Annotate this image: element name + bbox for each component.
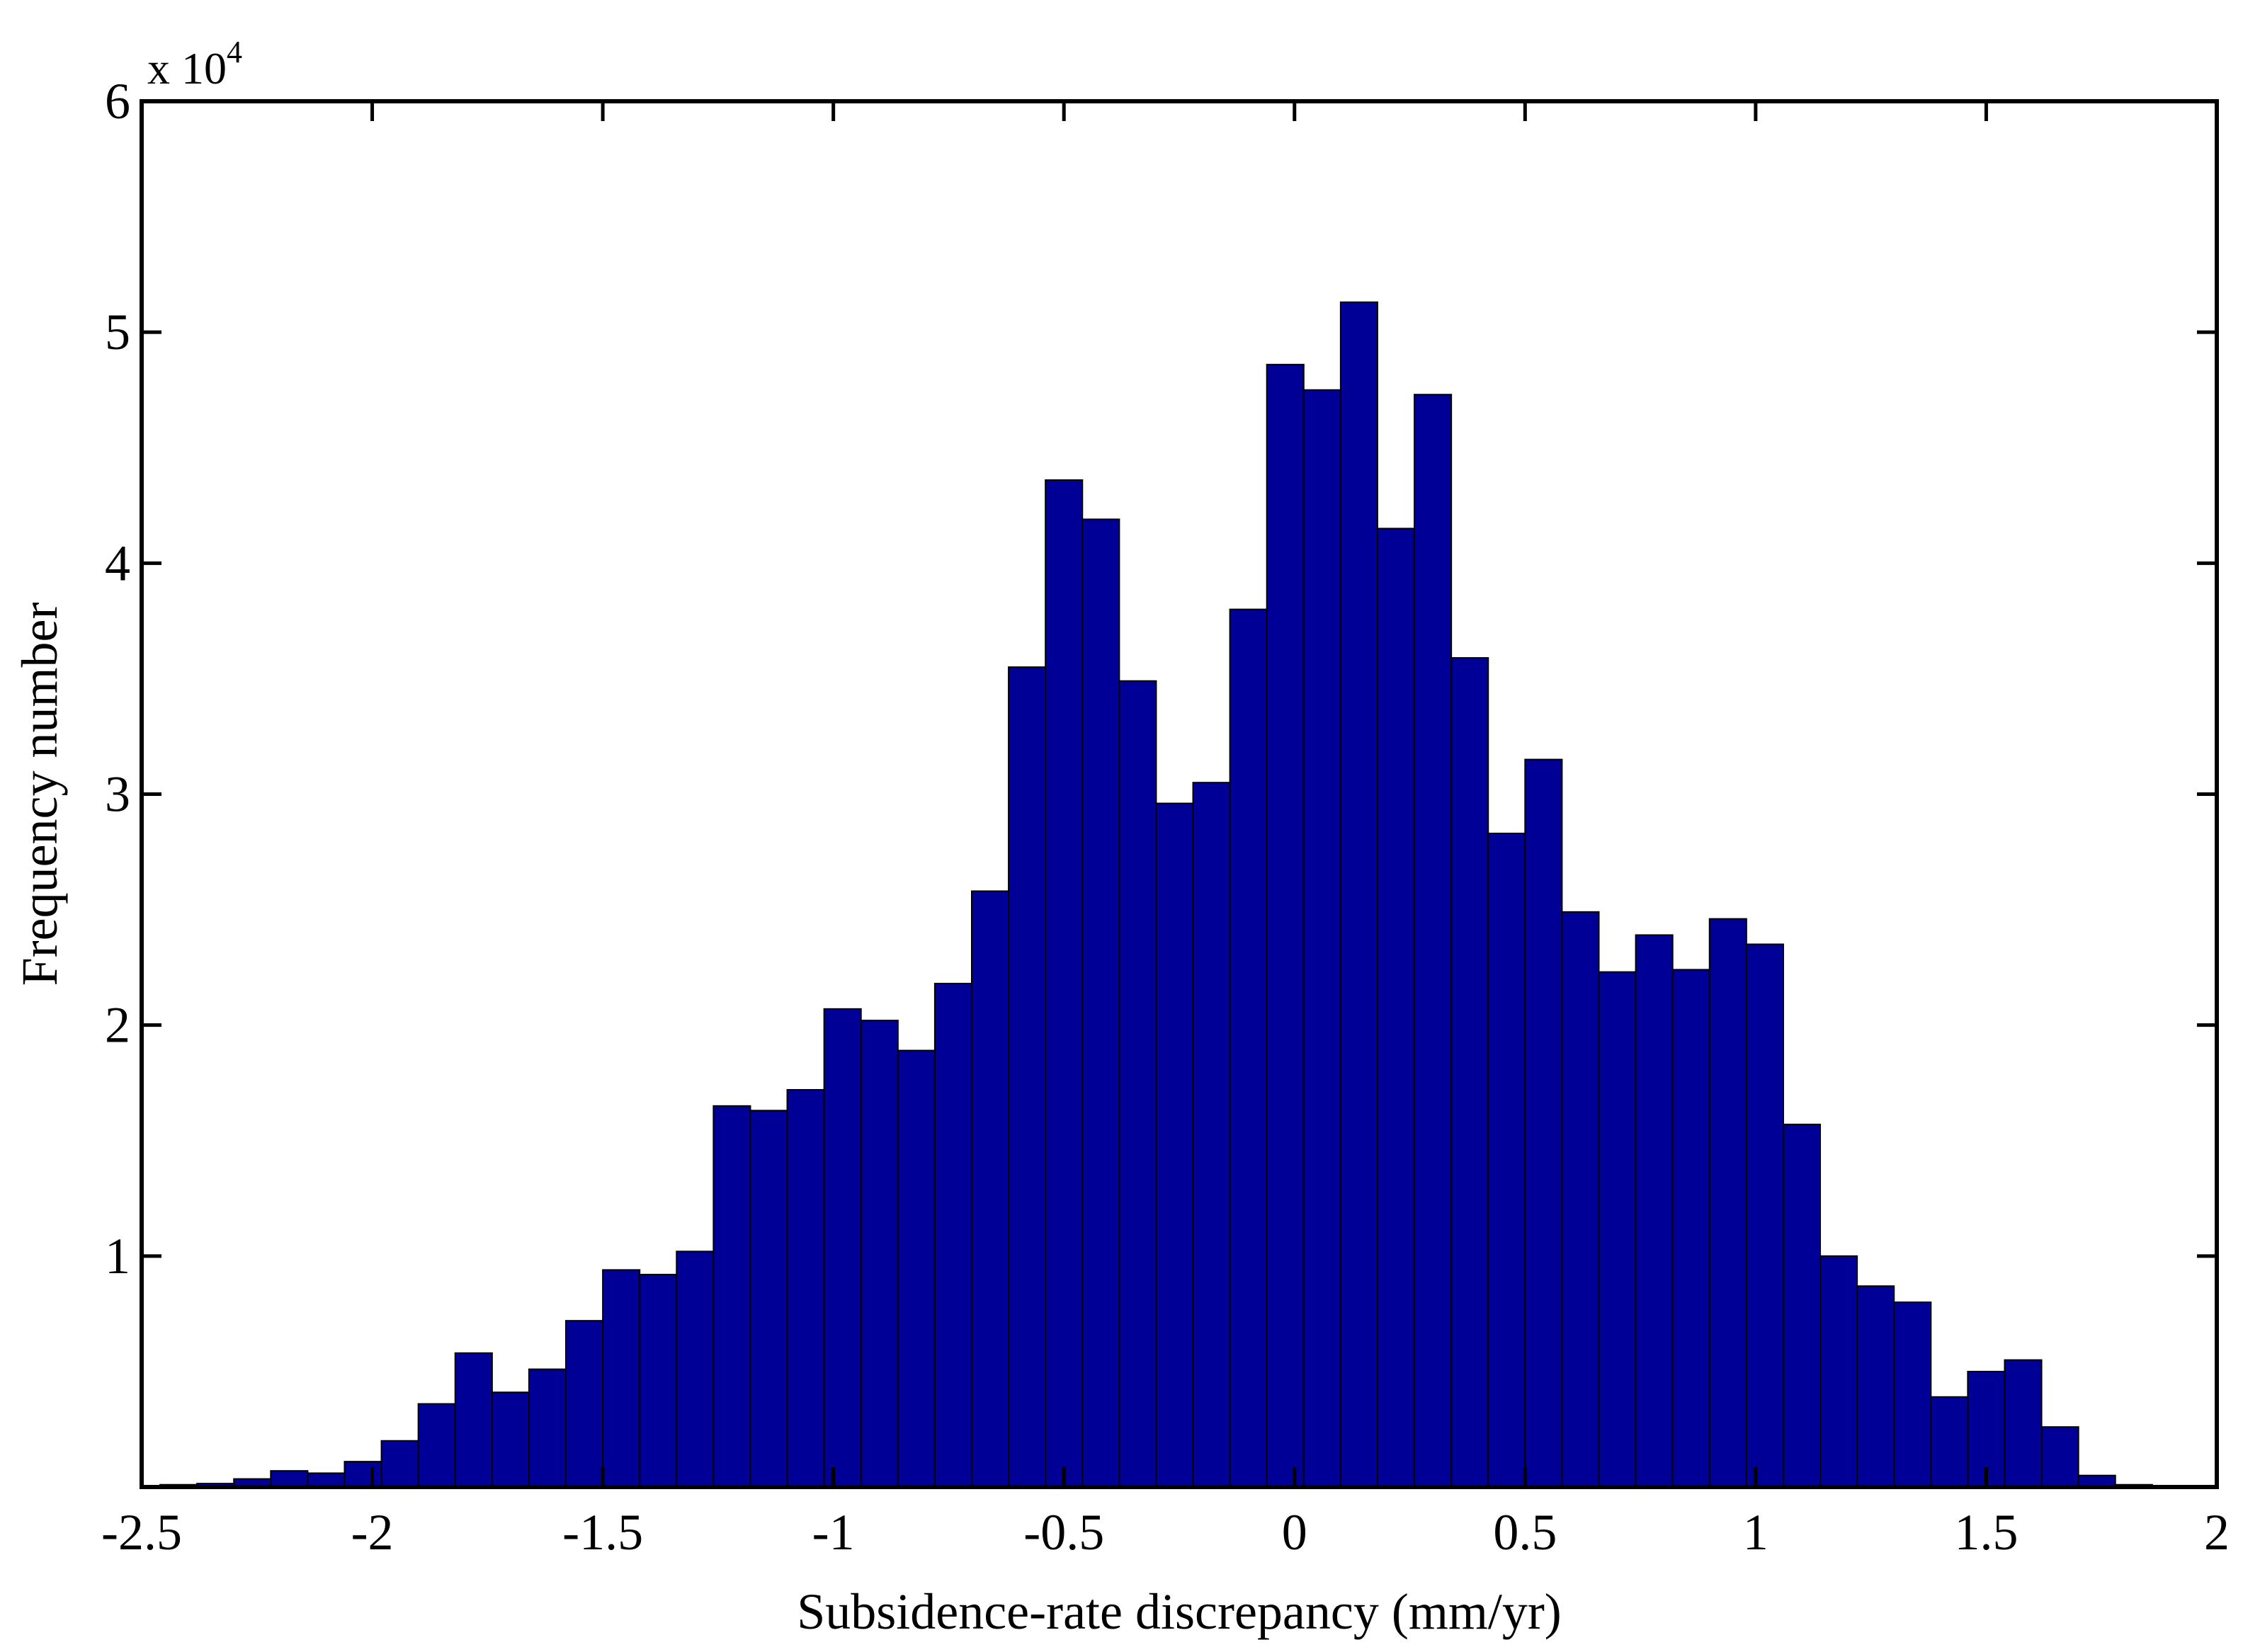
y-tick-label: 3: [105, 766, 130, 823]
histogram-bar: [749, 1110, 788, 1488]
histogram-bar: [528, 1368, 567, 1488]
x-tick-label: 2: [2204, 1504, 2230, 1561]
histogram-bar: [1414, 394, 1453, 1488]
histogram-bar: [1893, 1301, 1932, 1488]
histogram-bar: [933, 982, 973, 1488]
x-tick-label: -2.5: [101, 1504, 182, 1561]
histogram-bar: [1598, 971, 1637, 1488]
y-axis-multiplier: x 104: [147, 35, 242, 93]
histogram-bar: [676, 1251, 715, 1488]
histogram-bar: [454, 1352, 493, 1488]
histogram-bar: [1081, 518, 1120, 1488]
histogram-bar: [1745, 943, 1784, 1488]
x-tick-label: -1: [812, 1504, 855, 1561]
histogram-bar: [1229, 608, 1268, 1488]
x-axis-label: Subsidence-rate discrepancy (mm/yr): [797, 1583, 1562, 1640]
histogram-bar: [1339, 301, 1378, 1488]
histogram-bar: [270, 1470, 309, 1488]
histogram-bar: [1192, 782, 1231, 1488]
histogram-bar: [971, 890, 1010, 1488]
histogram-bar: [1819, 1255, 1858, 1488]
ticks-layer: [140, 99, 2219, 1487]
histogram-bar: [1155, 802, 1194, 1488]
histogram-bar: [897, 1049, 936, 1488]
y-tick-label: 6: [105, 73, 130, 130]
histogram-bar: [1782, 1123, 1822, 1488]
x-tick-label: 0.5: [1493, 1504, 1557, 1561]
histogram-bar: [491, 1391, 530, 1488]
x-tick-label: -0.5: [1023, 1504, 1104, 1561]
histogram-bar: [860, 1020, 899, 1488]
histogram-bar: [1118, 680, 1157, 1488]
histogram-bar: [1487, 832, 1526, 1488]
histogram-bar: [565, 1320, 604, 1488]
y-tick-label: 1: [105, 1228, 130, 1284]
y-axis-label: Frequency number: [11, 603, 68, 986]
histogram-bar: [1671, 969, 1710, 1488]
x-tick-label: -2: [351, 1504, 394, 1561]
histogram-bar: [1708, 918, 1747, 1488]
histogram-bar: [823, 1008, 862, 1488]
bars-layer: [159, 301, 2153, 1488]
histogram-bar: [2004, 1359, 2043, 1488]
x-tick-label: 1: [1743, 1504, 1768, 1561]
tick-labels-layer: -2.5 -2 -1.5 -1 -0.5 0 0.5 1 1.5 2 1 2 3 4 5 6: [101, 73, 2230, 1561]
histogram-bar: [417, 1403, 456, 1488]
y-tick-label: 5: [105, 304, 130, 360]
histogram-bar: [1302, 389, 1341, 1488]
histogram-bar: [602, 1269, 641, 1488]
histogram-bar: [1045, 479, 1084, 1488]
histogram-bar: [1930, 1396, 1969, 1488]
histogram-bar: [1266, 363, 1305, 1488]
y-tick-label: 2: [105, 997, 130, 1054]
histogram-bar: [1008, 666, 1047, 1488]
y-axis-multiplier-exponent: 4: [227, 35, 242, 69]
histogram-bar: [380, 1440, 419, 1488]
x-tick-label: 1.5: [1954, 1504, 2018, 1561]
histogram-bar: [712, 1105, 751, 1488]
y-tick-label: 4: [105, 535, 130, 591]
y-axis-multiplier-base: x 10: [147, 43, 227, 93]
histogram-bar: [1856, 1285, 1895, 1488]
histogram-bar: [1450, 657, 1489, 1488]
histogram-bar: [1561, 911, 1600, 1488]
histogram-bar: [786, 1088, 825, 1488]
histogram-bar: [639, 1273, 678, 1488]
histogram-bar: [343, 1461, 382, 1488]
histogram-bar: [1635, 934, 1674, 1488]
histogram-bar: [2040, 1426, 2079, 1488]
x-tick-label: -1.5: [562, 1504, 643, 1561]
histogram-bar: [1376, 528, 1416, 1488]
histogram-bar: [1524, 758, 1563, 1488]
x-tick-label: 0: [1282, 1504, 1307, 1561]
